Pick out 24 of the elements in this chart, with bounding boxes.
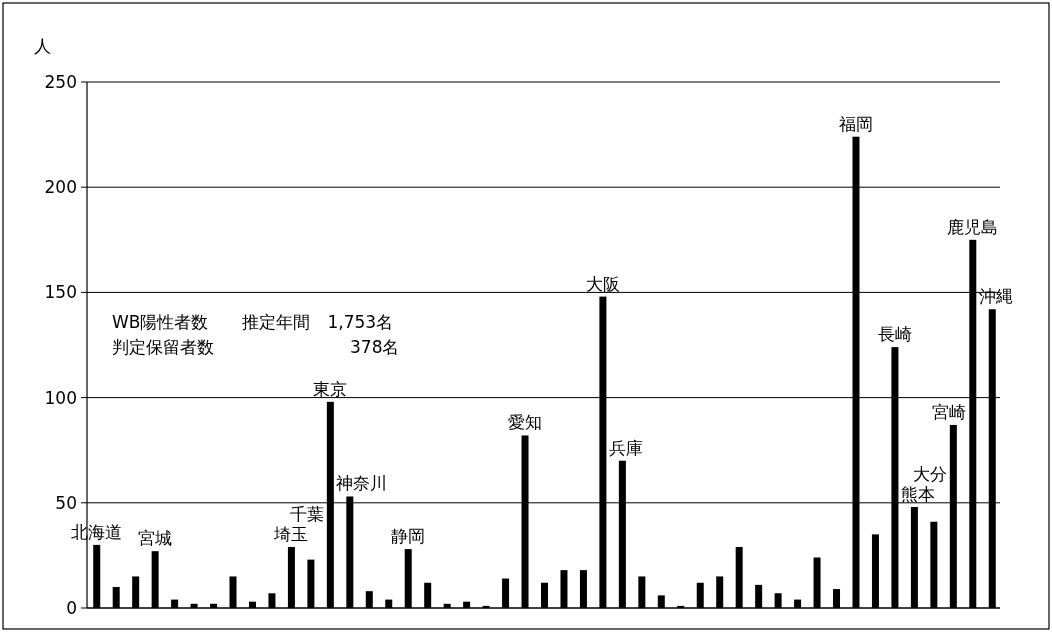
y-tick-label: 100: [44, 387, 77, 408]
data-label: 愛知: [508, 412, 543, 433]
data-label: 宮城: [138, 528, 173, 549]
y-tick-label: 0: [66, 598, 77, 618]
data-label: 埼玉: [273, 523, 309, 544]
data-label: 熊本: [901, 484, 936, 505]
y-tick-label: 150: [44, 282, 77, 303]
data-label: 鹿児島: [947, 216, 999, 237]
data-label: 千葉: [289, 503, 324, 524]
annotation: WB陽性者数 推定年間 1,753名: [112, 312, 394, 332]
data-label: 福岡: [838, 113, 873, 134]
data-label: 大分: [912, 464, 947, 485]
data-label: 長崎: [877, 324, 912, 345]
annotation: 判定保留者数 378名: [112, 337, 400, 357]
y-tick-label: 200: [44, 177, 77, 198]
data-label: 宮崎: [932, 401, 967, 422]
data-label: 兵庫: [609, 437, 644, 458]
data-label: 東京: [313, 378, 348, 399]
y-tick-label: 50: [55, 492, 77, 513]
data-label: 神奈川: [336, 473, 388, 494]
data-label: 大阪: [585, 273, 620, 294]
y-axis-title: 人: [33, 36, 51, 56]
data-label: 静岡: [391, 526, 426, 547]
y-tick-label: 250: [44, 72, 77, 92]
